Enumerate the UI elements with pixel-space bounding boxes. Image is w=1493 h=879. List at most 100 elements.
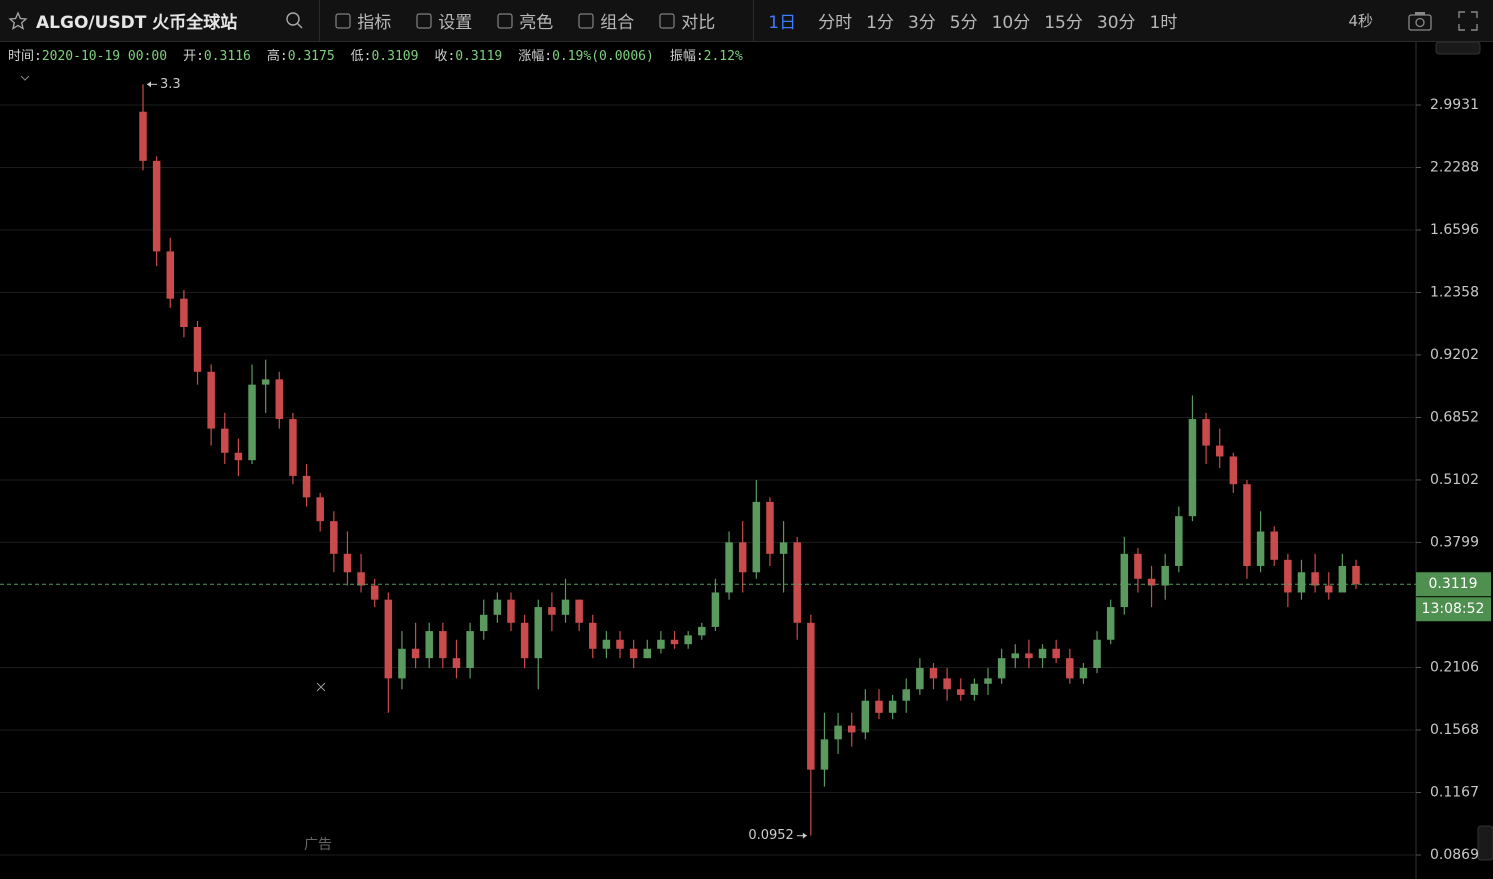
candle-body [1243,484,1251,566]
interval[interactable]: 1日 [768,13,797,33]
last-price-label: 0.3119 [1429,576,1478,592]
refresh-rate[interactable]: 4秒 [1348,12,1373,30]
min-arrow-head [802,832,807,839]
candle-body [1120,553,1129,608]
candle-body [602,639,611,649]
collapse-icon[interactable] [20,75,30,81]
candle-body [207,371,215,429]
candle-body [330,521,338,554]
candle-body [766,501,774,554]
fullscreen-icon[interactable] [1457,10,1479,32]
candle-body [575,599,583,623]
y-tick-label: 0.0869 [1430,847,1479,863]
candle-body [943,678,951,690]
info-label: 低: [350,49,372,64]
y-tick-label: 2.9931 [1430,97,1479,113]
candle-body [289,419,297,476]
candle-body [807,622,815,770]
interval[interactable]: 1分 [866,13,894,33]
candle-body [234,452,243,461]
interval[interactable]: 30分 [1096,13,1136,33]
candle-body [466,631,474,669]
button-label: 对比 [681,13,716,33]
info-value: 0.3175 [287,49,335,64]
icon-shape [335,13,351,28]
candle-body [847,725,856,733]
y-tick-label: 0.1167 [1430,785,1479,801]
button-label: 组合 [600,13,635,33]
symbol[interactable]: ALGO/USDT 火币全球站 [8,8,237,33]
candle-body [1324,585,1333,593]
info-item: 低:0.3109 [351,45,419,64]
scroll-right[interactable] [1477,825,1493,861]
separator [319,0,321,42]
y-tick-label: 1.2358 [1430,284,1479,300]
candle-body [1093,639,1101,669]
info-item: 时间:2020-10-19 00:00 [8,45,167,64]
candle-body [343,553,352,573]
candle-body [452,658,461,669]
button-icon [659,13,675,28]
button-icon [335,13,351,28]
icon-shape [659,13,675,28]
candle-body [916,668,924,690]
info-label: 涨幅: [518,49,553,64]
info-value: 0.19%(0.0006) [552,49,654,64]
candle-body [316,497,324,522]
info-label: 振幅: [669,49,704,64]
candle-body [1079,668,1088,679]
candle-body [1311,572,1319,586]
interval[interactable]: 5分 [949,13,978,33]
info-label: 时间: [8,49,42,64]
countdown-label: 13:08:52 [1422,601,1485,617]
tool-button[interactable]: 设置 [415,8,472,33]
button-icon [578,13,594,28]
tool-button[interactable]: 组合 [577,8,634,33]
candle-body [520,622,529,659]
button-label: 设置 [438,13,473,33]
interval[interactable]: 1时 [1149,13,1178,33]
max-arrow-head [147,81,151,88]
candle-body [1025,653,1033,659]
interval[interactable]: 10分 [991,13,1031,33]
tool-button[interactable]: 对比 [658,8,715,33]
y-tick-label: 0.1568 [1430,722,1479,738]
button-label: 亮色 [519,13,554,33]
candle-body [248,384,256,461]
candle-body [670,639,679,645]
scroll-up[interactable] [1435,42,1481,55]
info-item: 开:0.3116 [183,45,251,64]
candle-body [384,599,393,679]
candle-body [1188,419,1197,517]
candle-body [1106,607,1115,640]
candle-body [929,668,938,679]
toolbar: ALGO/USDT 火币全球站 指标 设置 亮色 组合 对比 1日 分时 1分 3分 5分 10分… [0,0,1493,42]
candle-body [738,542,747,573]
candle-body [152,160,161,252]
intervals: 1日 分时 1分 3分 5分 10分 15分 30分 1时 [768,8,1191,33]
camera-icon[interactable] [1407,10,1433,32]
info-label: 高: [266,49,288,64]
search-icon[interactable] [285,11,305,31]
info-label: 开: [183,49,204,64]
candle-body [1134,553,1142,579]
interval[interactable]: 分时 [818,13,853,33]
star-icon[interactable] [8,10,28,31]
candle-body [698,626,706,636]
candle-body [725,542,733,593]
button-label: 指标 [357,13,392,33]
tool-button[interactable]: 亮色 [496,8,553,33]
candle-body [357,572,365,586]
close-ad[interactable] [316,682,326,692]
chart: 广告 2.9931 2.2288 1.6596 1.2358 0.9202 0.6852 0… [0,42,1493,879]
symbol-name: ALGO/USDT 火币全球站 [36,13,238,33]
info-value: 0.3119 [455,49,503,64]
candle-body [657,639,665,649]
interval[interactable]: 3分 [907,13,936,33]
info-value: 2020-10-19 00:00 [41,49,168,64]
tool-button[interactable]: 指标 [334,8,391,33]
y-tick-label: 0.6852 [1430,409,1479,425]
info-item: 涨幅:0.19%(0.0006) [518,45,654,64]
interval[interactable]: 15分 [1044,13,1083,33]
